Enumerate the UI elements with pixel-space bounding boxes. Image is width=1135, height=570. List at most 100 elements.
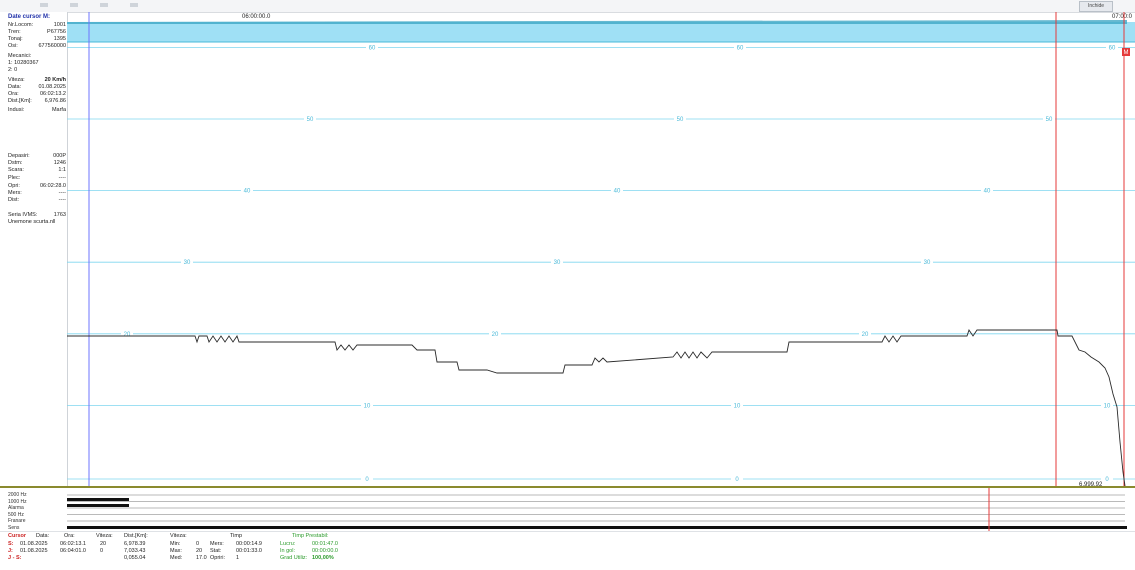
row-work-value: 00:00:00.0: [312, 548, 338, 554]
panel-row-label: Indusi:: [8, 107, 25, 113]
row-distance: 6,978.39: [124, 541, 146, 547]
row-id: J:: [8, 548, 13, 554]
panel-row-label: Plec:: [8, 175, 21, 181]
grid-label-0: 0: [1105, 477, 1109, 483]
toolbar-tab[interactable]: [100, 3, 108, 7]
panel-row-label: 2: 0: [8, 67, 18, 73]
row-stat-label: Min:: [170, 541, 181, 547]
track-label: Alarma: [8, 505, 24, 511]
row-date: 01.08.2025: [20, 548, 48, 554]
panel-row-value: P67756: [47, 29, 66, 35]
panel-row-label: Depasiri:: [8, 153, 30, 159]
grid-label-50: 50: [1046, 117, 1053, 123]
red-marker-label: M: [1124, 50, 1129, 56]
panel-row-label: Mecanici:: [8, 53, 32, 59]
panel-row-value: 20 Km/h: [44, 77, 66, 83]
row-stat-label: Med:: [170, 555, 183, 561]
row-speed: 0: [100, 548, 104, 554]
row-id: J - S:: [8, 555, 22, 561]
panel-row-value: 1:1: [58, 167, 66, 173]
top-speed-band: [67, 22, 1135, 42]
grid-label-50: 50: [307, 117, 314, 123]
panel-row-value: 6,976.86: [44, 98, 66, 104]
track-label: Franare: [8, 518, 26, 524]
row-stat-value: 0: [196, 541, 200, 547]
panel-row-label: Scara:: [8, 167, 24, 173]
close-button[interactable]: Inchide: [1079, 1, 1113, 12]
track-bar-alarma: [67, 504, 129, 507]
panel-row-value: 01.08.2025: [38, 84, 66, 90]
speed-chart[interactable]: 06:00:00.0 07:00:0 60 60 60 50 50 50 40 40 40 30 30 3…: [67, 12, 1135, 486]
table-header: Viteza:: [170, 533, 187, 539]
panel-row-label: 1: 10280367: [8, 60, 39, 66]
panel-row-label: Unemone scurta.nll: [8, 219, 56, 225]
panel-row-label: Nr.Locom:: [8, 22, 34, 28]
grid-label-30: 30: [554, 260, 561, 266]
grid-label-10: 10: [734, 403, 741, 409]
grid-label-bg: [551, 259, 563, 266]
red-marker-box: [1122, 48, 1130, 56]
grid-label-10: 10: [364, 403, 371, 409]
grid-label-50: 50: [677, 117, 684, 123]
row-work-value: 00:01:47.0: [312, 541, 338, 547]
track-label: 1000 Hz: [8, 498, 27, 505]
panel-row-value: 677560000: [38, 43, 66, 49]
row-id: S:: [8, 541, 14, 547]
table-header: Timp: [230, 533, 243, 539]
time-label-start: 06:00:00.0: [242, 14, 271, 20]
toolbar-tab[interactable]: [70, 3, 78, 7]
row-work-label: In gol:: [280, 548, 295, 554]
row-date: 01.08.2025: [20, 541, 48, 547]
panel-row-value: 1395: [53, 36, 66, 42]
row-time-value: 00:01:33.0: [236, 548, 262, 554]
panel-row-label: Ora:: [8, 91, 19, 97]
table-header: Viteza:: [96, 533, 113, 539]
grid-label-20: 20: [124, 332, 131, 338]
panel-row-label: Tonaj:: [8, 36, 23, 42]
panel-row-label: Viteza:: [8, 77, 25, 83]
table-header: Ora:: [64, 533, 75, 539]
toolbar-tab[interactable]: [40, 3, 48, 7]
grid-label-20: 20: [862, 332, 869, 338]
table-header: Timp Prestabil:: [292, 533, 329, 539]
signal-tracks: 2000 Hz 1000 Hz Alarma 500 Hz Franare Sens: [0, 486, 1135, 533]
track-label: Sens: [8, 524, 20, 531]
row-work-label: Lucru:: [280, 541, 296, 547]
row-time-label: Opriri:: [210, 555, 225, 561]
panel-row-label: Tren:: [8, 29, 21, 35]
grid-label-bg: [674, 116, 686, 122]
panel-title: Date cursor M:: [8, 14, 51, 20]
grid-label-bg: [121, 330, 133, 337]
distance-readout: 6,999.92: [1079, 482, 1103, 486]
panel-row-value: ----: [58, 190, 66, 196]
row-work-label: Grad Utiliz:: [280, 555, 308, 561]
time-label-end: 07:00:0: [1112, 14, 1133, 20]
grid-label-0: 0: [735, 477, 739, 483]
grid-label-30: 30: [184, 260, 191, 266]
grid-label-bg: [489, 330, 501, 337]
row-time: 06:04:01.0: [60, 548, 86, 554]
row-time: 06:02:13.1: [60, 541, 86, 547]
table-header: Data:: [36, 533, 50, 539]
panel-row-value: 06:02:13.2: [40, 91, 66, 97]
grid-label-bg: [611, 187, 623, 194]
grid-label-bg: [361, 476, 373, 482]
row-time-label: Mers:: [210, 541, 224, 547]
track-bar-1000hz: [67, 498, 129, 501]
speed-chart-svg[interactable]: 06:00:00.0 07:00:0 60 60 60 50 50 50 40 40 40 30 30 3…: [67, 12, 1135, 486]
grid-label-60: 60: [1109, 45, 1116, 51]
cursor-summary-table: Cursor Data: Ora: Viteza: Dist.[Km]: Viteza: T…: [0, 531, 1135, 570]
grid-label-40: 40: [614, 189, 621, 195]
panel-row-label: Seria IVMS:: [8, 212, 38, 218]
grid-label-bg: [731, 402, 743, 409]
grid-label-40: 40: [244, 189, 251, 195]
panel-row-value: ----: [58, 197, 66, 203]
grid-label-bg: [731, 476, 743, 482]
row-stat-value: 17.0: [196, 555, 207, 561]
panel-row-label: Data:: [8, 84, 22, 90]
grid-label-20: 20: [492, 332, 499, 338]
track-label: 2000 Hz: [8, 492, 27, 498]
track-label: 500 Hz: [8, 511, 24, 518]
table-header: Dist.[Km]:: [124, 533, 148, 539]
toolbar-tab[interactable]: [130, 3, 138, 7]
